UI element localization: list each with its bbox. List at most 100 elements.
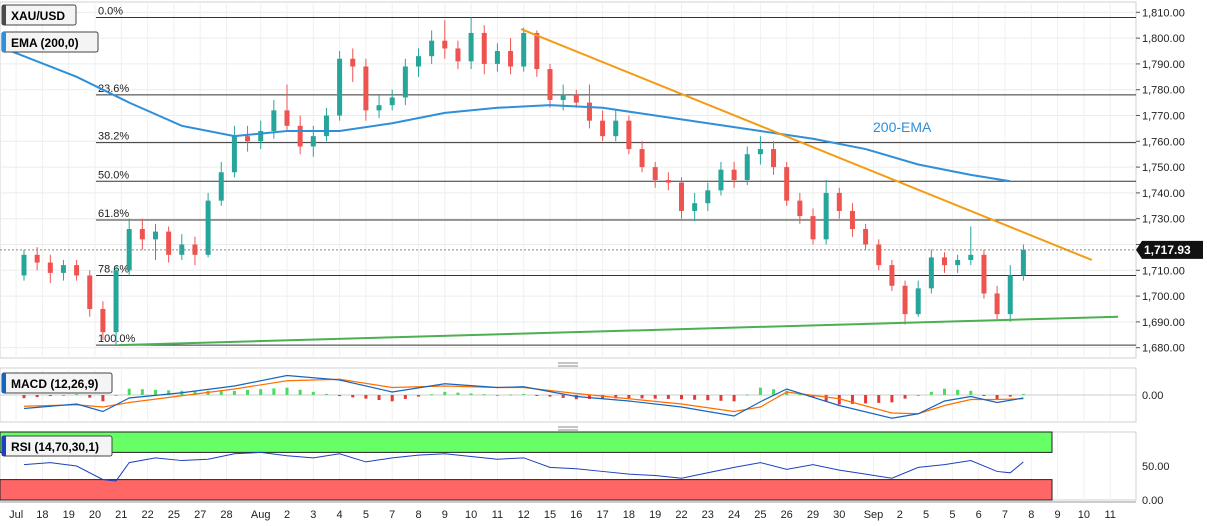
candle-body [652,167,658,180]
macd-histogram-bar [732,395,736,402]
price-tick-label: 1,710.00 [1142,265,1185,277]
date-tick-label: 5 [363,509,369,521]
candle-body [258,130,264,142]
candle-body [731,169,737,180]
candle-body [297,125,303,147]
macd-legend-label: MACD (12,26,9) [11,377,98,391]
macd-histogram-bar [114,395,118,396]
date-tick-label: 2 [897,509,903,521]
macd-histogram-bar [311,391,315,395]
date-tick-label: 26 [781,509,793,521]
macd-histogram-bar [561,395,565,398]
macd-histogram-bar [364,395,368,399]
candle-body [928,257,934,289]
candle-body [836,192,842,211]
candle-body [481,32,487,64]
date-tick-label: 21 [115,509,127,521]
current-price-tag: 1,717.93 [1136,240,1203,259]
date-tick-label: 11 [492,509,503,521]
ema-legend[interactable]: EMA (200,0) [1,31,99,53]
candle-body [389,97,395,106]
macd-histogram-bar [509,394,513,396]
candle-body [534,32,540,70]
macd-histogram-bar [35,395,39,398]
candle-body [442,40,448,49]
candle-body [455,48,461,62]
date-tick-label: 27 [194,509,206,521]
rsi-legend[interactable]: RSI (14,70,30,1) [1,435,113,457]
date-tick-label: 5 [949,509,955,521]
fib-label: 50.0% [98,169,129,181]
macd-histogram-bar [417,395,420,397]
macd-histogram-bar [22,395,26,399]
candle-body [271,110,277,131]
rsi-overbought-band [0,431,1053,453]
macd-histogram-bar [88,395,92,398]
date-tick-label: 28 [220,509,232,521]
candle-body [613,120,619,137]
macd-histogram-bar [982,395,986,396]
macd-legend[interactable]: MACD (12,26,9) [1,372,113,394]
date-tick-label: 12 [518,509,530,521]
date-tick-label: 8 [1028,509,1034,521]
macd-histogram-bar [456,392,460,395]
macd-histogram-bar [443,391,447,395]
macd-histogram-bar [535,395,539,396]
candle-body [692,203,698,211]
macd-histogram-bar [377,395,381,400]
candle-body [626,120,632,150]
macd-histogram-bar [285,387,289,395]
candle-body [968,254,974,260]
date-tick-label: 9 [442,509,448,521]
candle-body [915,288,921,315]
macd-histogram-bar [259,389,263,395]
candle-body [573,94,579,103]
date-tick-label: 3 [310,509,316,521]
macd-resize-handle[interactable] [558,362,578,367]
rsi-line [23,451,1024,482]
candle-body [416,56,421,67]
date-tick-label: 5 [923,509,929,521]
price-tick-label: 1,750.00 [1142,162,1185,174]
macd-histogram-bar [640,395,644,399]
date-tick-label: Aug [251,509,271,521]
candle-body [902,285,908,315]
macd-histogram-bar [995,395,999,400]
candle-body [192,244,198,255]
macd-histogram-bar [167,390,171,395]
candle-body [744,154,750,180]
candle-body [560,94,566,101]
macd-histogram-bar [495,395,499,396]
macd-histogram-bar [837,395,841,405]
symbol-legend[interactable]: XAU/USD [1,4,77,26]
candle-body [823,192,829,240]
candle-body [245,136,251,142]
date-tick-label: Sep [864,509,884,521]
fib-label: 61.8% [98,208,129,220]
date-tick-label: 16 [570,509,582,521]
date-tick-label: 11 [1104,509,1115,521]
candle-body [797,200,803,217]
candle-body [74,265,80,276]
price-tick-label: 1,690.00 [1142,317,1185,329]
candle-body [100,308,106,333]
candle-body [34,254,40,263]
price-tick-label: 1,740.00 [1142,188,1185,200]
fib-label: 38.2% [98,131,129,143]
rsi-tick-label: 50.00 [1142,461,1170,473]
macd-histogram-bar [969,390,973,395]
macd-histogram-bar [48,395,52,397]
price-tick-label: 1,770.00 [1142,111,1185,123]
ema-200-line [10,50,1011,183]
price-tick-label: 1,800.00 [1142,33,1185,45]
candle-body [113,270,119,333]
macd-histogram-bar [154,389,157,395]
macd-histogram-bar [61,395,65,396]
macd-histogram-bar [482,394,486,396]
price-tick-label: 1,790.00 [1142,59,1185,71]
rsi-resize-handle[interactable] [558,426,578,431]
candle-body [679,182,684,211]
date-tick-label: 24 [728,509,740,521]
candle-body [429,40,435,57]
candle-body [231,136,237,173]
